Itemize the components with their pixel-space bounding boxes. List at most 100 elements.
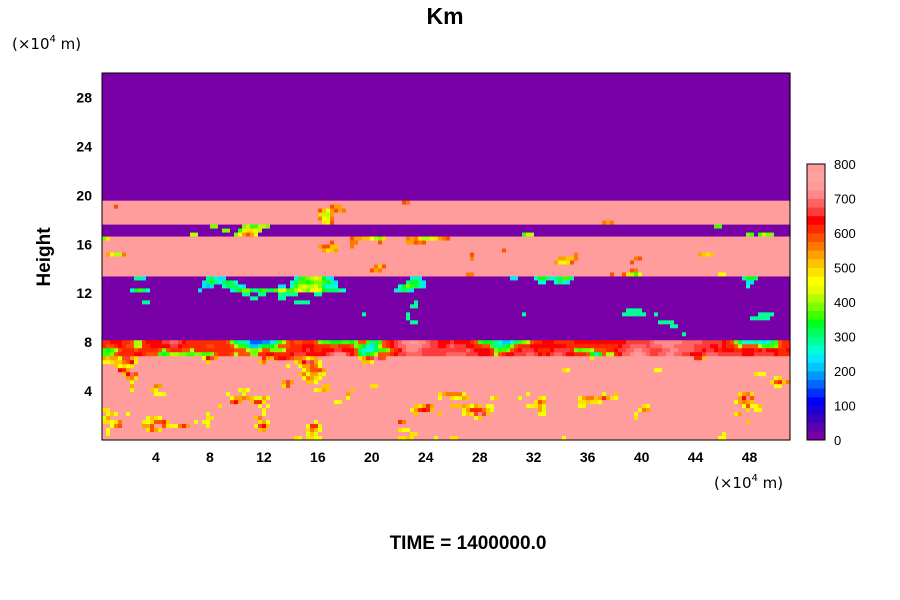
heatmap-cell bbox=[146, 288, 151, 293]
heatmap-cell bbox=[518, 396, 523, 401]
heatmap-cell bbox=[158, 352, 163, 357]
heatmap-cell bbox=[130, 372, 135, 377]
heatmap-cell bbox=[318, 212, 323, 218]
heatmap-cell bbox=[358, 356, 363, 361]
heatmap-cell bbox=[446, 392, 463, 397]
heatmap-cell bbox=[322, 288, 327, 293]
heatmap-cell bbox=[302, 340, 315, 345]
heatmap-cell bbox=[314, 380, 319, 385]
heatmap-cell bbox=[530, 344, 567, 349]
heatmap-cell bbox=[682, 340, 703, 345]
heatmap-cell bbox=[558, 260, 567, 266]
heatmap-cell bbox=[578, 348, 583, 353]
heatmap-cell bbox=[738, 400, 743, 405]
heatmap-cell bbox=[630, 352, 635, 357]
heatmap-cell bbox=[746, 392, 751, 397]
heatmap-cell bbox=[126, 252, 471, 258]
heatmap-cell bbox=[582, 348, 591, 353]
heatmap-cell bbox=[130, 388, 135, 393]
heatmap-cell bbox=[502, 344, 507, 349]
heatmap-cell bbox=[230, 396, 235, 401]
heatmap-cell bbox=[278, 288, 287, 293]
heatmap-cell bbox=[490, 352, 495, 357]
heatmap-cell bbox=[102, 272, 467, 278]
heatmap-cell bbox=[170, 344, 179, 349]
heatmap-cell bbox=[246, 224, 251, 230]
heatmap-cell bbox=[218, 224, 243, 230]
heatmap-cell bbox=[254, 424, 259, 429]
heatmap-cell bbox=[750, 404, 759, 409]
heatmap-cell bbox=[126, 368, 131, 373]
heatmap-cell bbox=[470, 256, 475, 262]
heatmap-cell bbox=[414, 240, 419, 246]
heatmap-cell bbox=[286, 348, 303, 353]
heatmap-cell bbox=[250, 344, 259, 349]
heatmap-cell bbox=[210, 224, 219, 230]
heatmap-cell bbox=[378, 344, 383, 349]
heatmap-cell bbox=[338, 280, 407, 286]
heatmap-cell bbox=[162, 392, 167, 397]
heatmap-cell bbox=[102, 344, 107, 349]
heatmap-cell bbox=[742, 348, 755, 353]
heatmap-cell bbox=[102, 232, 191, 238]
plot-area bbox=[101, 72, 791, 441]
colorbar-swatch bbox=[807, 422, 825, 432]
heatmap-cell bbox=[422, 280, 427, 286]
heatmap-cell bbox=[782, 376, 791, 381]
x-tick-label: 12 bbox=[256, 449, 272, 465]
heatmap-cell bbox=[410, 304, 419, 309]
heatmap-cell bbox=[382, 356, 387, 361]
heatmap-cell bbox=[622, 352, 631, 357]
heatmap-cell bbox=[250, 352, 259, 357]
heatmap-cell bbox=[762, 348, 767, 353]
heatmap-cell bbox=[738, 396, 743, 401]
heatmap-cell bbox=[506, 348, 511, 353]
heatmap-cell bbox=[662, 344, 675, 349]
heatmap-cell bbox=[102, 128, 791, 134]
heatmap-cell bbox=[210, 284, 215, 290]
heatmap-cell bbox=[134, 356, 139, 361]
heatmap-cell bbox=[234, 352, 239, 357]
heatmap-cell bbox=[502, 340, 511, 345]
heatmap-cell bbox=[354, 388, 791, 393]
heatmap-cell bbox=[510, 276, 519, 282]
heatmap-cell bbox=[190, 424, 207, 429]
heatmap-cell bbox=[322, 208, 327, 214]
heatmap-cell bbox=[146, 420, 151, 425]
heatmap-cell bbox=[770, 380, 775, 385]
heatmap-cell bbox=[486, 408, 491, 413]
heatmap-cell bbox=[758, 340, 763, 345]
plot-frame bbox=[101, 72, 791, 441]
heatmap-cell bbox=[338, 344, 351, 349]
heatmap-cell bbox=[134, 388, 151, 393]
heatmap-cell bbox=[266, 396, 271, 401]
heatmap-cell bbox=[258, 224, 267, 230]
heatmap-cell bbox=[538, 396, 543, 401]
heatmap-cell bbox=[650, 344, 663, 349]
heatmap-cell bbox=[282, 380, 287, 385]
heatmap-cell bbox=[422, 240, 427, 246]
heatmap-cell bbox=[198, 288, 203, 293]
heatmap-cell bbox=[786, 348, 791, 353]
heatmap-cell bbox=[394, 340, 399, 345]
heatmap-cell bbox=[102, 160, 791, 166]
heatmap-cell bbox=[554, 340, 575, 345]
heatmap-cell bbox=[554, 260, 559, 266]
heatmap-cell bbox=[246, 344, 251, 349]
heatmap-cell bbox=[522, 396, 539, 401]
heatmap-cell bbox=[754, 232, 759, 238]
heatmap-cell bbox=[210, 424, 255, 429]
heatmap-cell bbox=[650, 348, 663, 353]
heatmap-cell bbox=[322, 384, 331, 389]
heatmap-cell bbox=[626, 272, 631, 278]
heatmap-cell bbox=[430, 404, 435, 409]
heatmap-cell bbox=[574, 276, 743, 282]
heatmap-cell bbox=[306, 352, 327, 357]
heatmap-cell bbox=[178, 344, 183, 349]
heatmap-cell bbox=[742, 340, 755, 345]
heatmap-cell bbox=[222, 404, 259, 409]
heatmap-cell bbox=[406, 288, 411, 293]
heatmap-cell bbox=[358, 352, 363, 357]
heatmap-cell bbox=[382, 236, 387, 242]
colorbar-tick-label: 300 bbox=[834, 330, 856, 345]
